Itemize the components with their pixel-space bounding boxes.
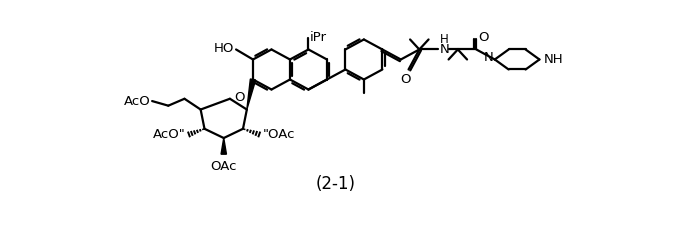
Text: AcO": AcO" (152, 128, 185, 141)
Text: OAc: OAc (211, 160, 237, 173)
Text: HO: HO (214, 42, 235, 55)
Text: O: O (234, 91, 244, 104)
Polygon shape (247, 79, 255, 109)
Text: iPr: iPr (310, 31, 327, 44)
Polygon shape (221, 138, 226, 154)
Text: N: N (439, 43, 449, 56)
Text: AcO: AcO (124, 95, 151, 108)
Text: N: N (484, 51, 493, 65)
Text: "OAc: "OAc (263, 128, 295, 141)
Text: O: O (400, 73, 410, 86)
Text: (2-1): (2-1) (315, 175, 355, 193)
Text: H: H (440, 33, 449, 46)
Text: NH: NH (543, 53, 563, 66)
Text: O: O (478, 31, 489, 44)
